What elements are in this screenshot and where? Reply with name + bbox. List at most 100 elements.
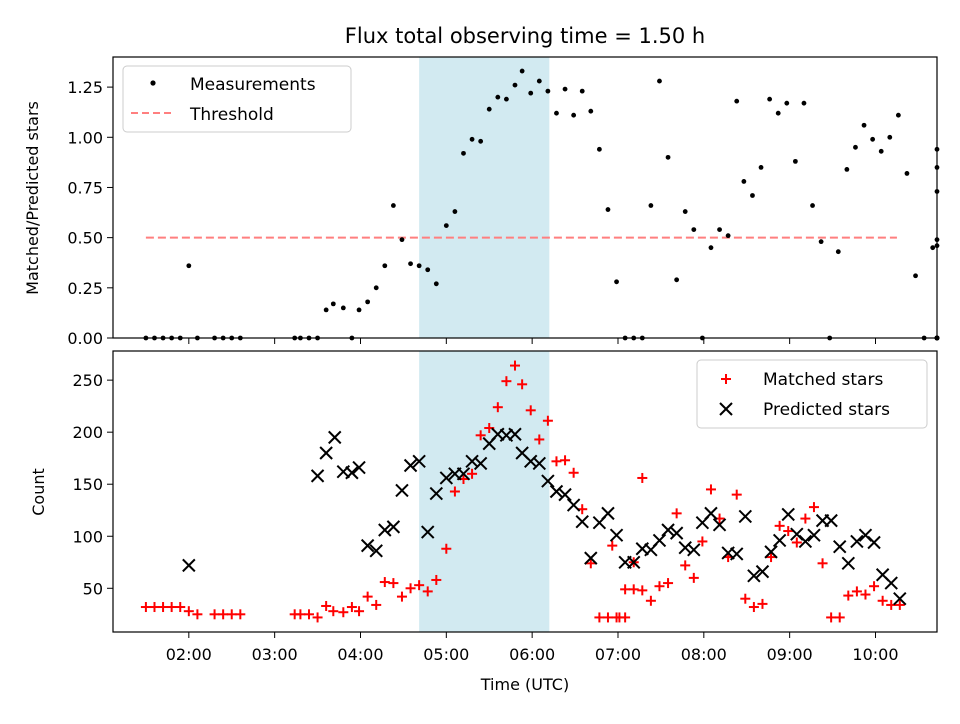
top-axes-frame [112, 56, 938, 339]
predicted-star-point [395, 483, 409, 498]
top-marks [143, 68, 940, 341]
matched-star-point [362, 591, 373, 602]
measurement-point [930, 245, 936, 251]
top-y-tick-label: 0.00 [67, 329, 103, 348]
measurement-point [853, 144, 858, 150]
measurement-point [545, 88, 551, 94]
measurement-point [734, 98, 740, 104]
x-tick-label: 02:00 [166, 645, 212, 664]
measurement-point [835, 249, 841, 255]
matched-star-point [877, 595, 888, 606]
measurement-point [775, 110, 781, 116]
predicted-star-point [652, 533, 667, 548]
predicted-star-point [712, 518, 727, 532]
matched-star-point [688, 572, 699, 583]
predicted-star-point [755, 564, 770, 579]
legend-threshold-label: Threshold [189, 105, 274, 125]
measurement-point [605, 207, 611, 212]
measurement-point [895, 112, 901, 118]
predicted-star-point [730, 547, 744, 561]
measurement-point [390, 203, 396, 208]
matched-star-point [869, 581, 880, 592]
matched-star-point [757, 598, 768, 609]
measurement-point [648, 203, 654, 208]
bottom-y-tick-label: 150 [72, 475, 103, 494]
measurement-point [657, 78, 662, 84]
matched-star-point [654, 581, 665, 592]
matched-star-point [614, 612, 625, 623]
matched-star-point [748, 602, 759, 613]
measurement-point [365, 299, 371, 305]
matched-star-point [449, 486, 460, 497]
top-legend-box [122, 65, 352, 133]
measurement-point [887, 134, 893, 140]
matched-star-point [817, 558, 828, 569]
top-x-ticks [188, 338, 876, 344]
matched-star-point [295, 609, 306, 620]
matched-star-point [175, 602, 186, 613]
matched-star-point [303, 609, 314, 620]
measurement-point [340, 305, 346, 311]
measurement-point [861, 122, 867, 128]
predicted-star-point [669, 526, 684, 540]
legend-matched-label: Matched stars [763, 370, 883, 390]
measurement-point [571, 112, 577, 118]
measurement-point [519, 68, 525, 74]
top-y-tick-label: 0.50 [67, 229, 103, 248]
bottom-y-tick-label: 100 [72, 527, 103, 546]
matched-star-point [607, 540, 618, 551]
top-y-axis: 0.00 0.25 0.50 0.75 1.00 1.25 [67, 78, 113, 348]
matched-star-point [321, 600, 332, 611]
x-tick-label: 04:00 [337, 645, 383, 664]
matched-star-point [312, 612, 323, 623]
matched-star-point [568, 467, 579, 478]
matched-star-point [894, 599, 905, 610]
measurement-point [461, 150, 466, 156]
predicted-star-point [781, 507, 795, 522]
bottom-y-tick-label: 250 [72, 371, 103, 390]
predicted-star-point [386, 520, 401, 534]
matched-star-point [826, 612, 837, 623]
top-shaded-window [419, 57, 550, 338]
matched-star-point [492, 402, 503, 413]
matched-star-point [475, 430, 486, 441]
measurement-point [691, 227, 697, 233]
matched-star-point [808, 502, 819, 513]
matched-star-point [149, 602, 160, 613]
measurement-point [904, 171, 910, 176]
matched-star-point [235, 609, 246, 620]
measurement-point [614, 279, 619, 285]
matched-star-point [783, 526, 794, 537]
matched-star-point [140, 602, 151, 613]
measurement-point [528, 90, 534, 96]
measurement-point [878, 148, 884, 154]
matched-star-point [501, 376, 512, 387]
top-y-tick-label: 0.75 [67, 178, 103, 197]
measurement-point [536, 78, 542, 84]
matched-star-point [158, 602, 169, 613]
matched-star-point [834, 612, 845, 623]
predicted-star-point [421, 525, 435, 539]
bottom-legend: Matched stars Predicted stars [696, 359, 928, 429]
bottom-legend-box [696, 359, 928, 429]
matched-star-point [517, 379, 528, 390]
matched-star-point [851, 586, 862, 597]
bottom-y-axis: 50 100 150 200 250 [72, 371, 113, 598]
matched-star-point [405, 583, 416, 594]
matched-star-point [509, 360, 520, 371]
matched-star-point [396, 591, 407, 602]
predicted-star-point [841, 556, 856, 571]
measurement-point [725, 233, 731, 239]
predicted-star-point [456, 467, 471, 481]
measurement-point [708, 245, 714, 251]
bottom-y-tick-label: 200 [72, 423, 103, 442]
predicted-star-point [807, 528, 821, 542]
matched-star-point [637, 585, 648, 596]
matched-star-point [338, 607, 349, 618]
top-y-tick-label: 1.00 [67, 128, 103, 147]
measurement-point [425, 267, 431, 273]
bottom-y-tick-label: 50 [83, 579, 103, 598]
bottom-axes-frame [112, 350, 938, 633]
matched-star-point [680, 560, 691, 571]
